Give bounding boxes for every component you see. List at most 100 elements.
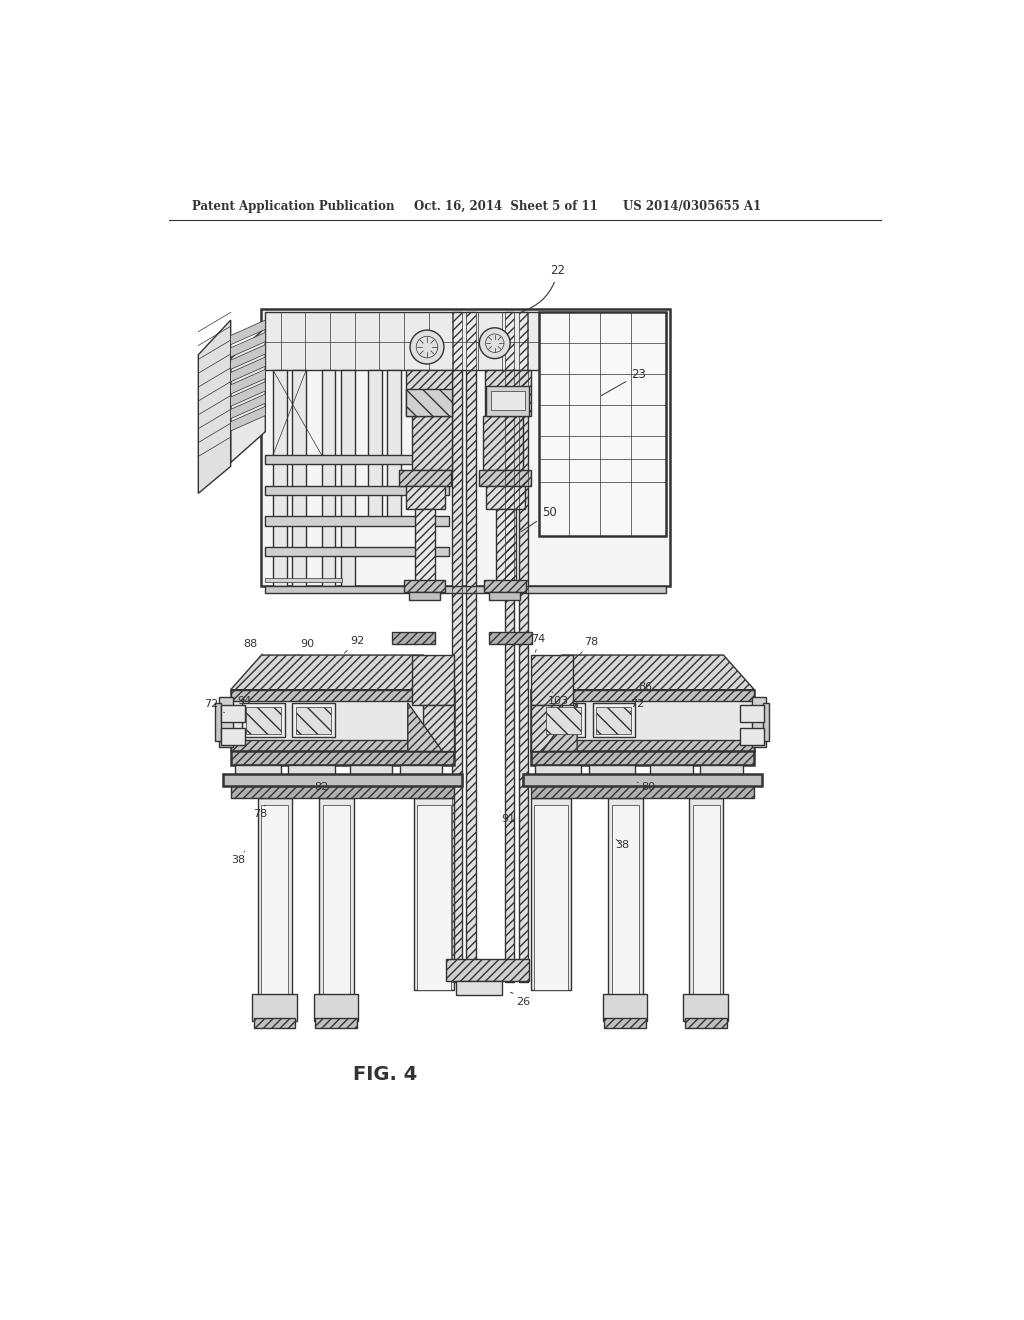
Bar xyxy=(215,702,221,742)
Polygon shape xyxy=(408,702,442,751)
Bar xyxy=(243,702,285,738)
Bar xyxy=(596,706,631,734)
Bar xyxy=(484,581,525,591)
Bar xyxy=(518,313,528,982)
Bar xyxy=(466,313,475,982)
Bar xyxy=(763,702,769,742)
Bar xyxy=(650,766,692,784)
Bar xyxy=(531,797,571,990)
Bar xyxy=(484,370,531,416)
Bar xyxy=(457,981,503,995)
Bar xyxy=(403,581,445,591)
Text: US 2014/0305655 A1: US 2014/0305655 A1 xyxy=(624,199,762,213)
Bar xyxy=(265,455,449,465)
Bar xyxy=(685,1019,727,1028)
Bar xyxy=(398,470,451,486)
Bar xyxy=(412,416,452,470)
Bar xyxy=(407,486,444,508)
Bar xyxy=(466,313,475,982)
Bar xyxy=(230,689,454,701)
Bar xyxy=(223,775,462,785)
Polygon shape xyxy=(230,358,265,381)
Text: 88: 88 xyxy=(243,639,263,655)
Bar xyxy=(543,702,585,738)
Bar xyxy=(535,766,581,784)
Circle shape xyxy=(479,327,510,359)
Bar xyxy=(261,309,670,586)
Bar xyxy=(602,994,647,1020)
Bar xyxy=(265,586,666,594)
Bar xyxy=(700,766,742,784)
Polygon shape xyxy=(230,345,265,370)
Polygon shape xyxy=(230,321,265,345)
Polygon shape xyxy=(230,381,265,407)
Bar xyxy=(265,578,342,582)
Text: 92: 92 xyxy=(344,635,365,653)
Bar xyxy=(486,385,529,416)
Text: 103: 103 xyxy=(548,692,568,706)
Bar xyxy=(292,702,335,738)
Text: FIG. 4: FIG. 4 xyxy=(352,1065,417,1084)
Bar xyxy=(400,766,442,784)
Bar xyxy=(322,370,336,586)
Bar xyxy=(230,784,454,799)
Bar xyxy=(412,655,454,705)
Text: 80: 80 xyxy=(637,781,655,792)
Bar xyxy=(392,632,435,644)
Polygon shape xyxy=(230,407,265,430)
Text: 78: 78 xyxy=(579,638,598,655)
Bar xyxy=(230,689,454,751)
Bar xyxy=(505,313,514,982)
Bar xyxy=(265,313,666,370)
Bar xyxy=(219,697,233,747)
Bar xyxy=(531,784,755,799)
Bar xyxy=(539,313,666,536)
Bar xyxy=(387,370,400,524)
Text: 26: 26 xyxy=(511,993,530,1007)
Bar xyxy=(740,705,764,722)
Bar xyxy=(410,591,440,599)
Bar xyxy=(230,751,454,766)
Text: 91: 91 xyxy=(500,812,515,824)
Text: Patent Application Publication: Patent Application Publication xyxy=(193,199,394,213)
Bar xyxy=(523,775,762,785)
Bar xyxy=(692,805,720,998)
Bar xyxy=(416,508,435,586)
Text: 86: 86 xyxy=(635,681,652,697)
Text: 72: 72 xyxy=(204,698,224,713)
Text: 72: 72 xyxy=(630,698,644,713)
Bar xyxy=(407,370,453,416)
Circle shape xyxy=(410,330,444,364)
Bar xyxy=(689,797,724,998)
Bar xyxy=(453,313,462,982)
Bar xyxy=(505,313,514,982)
Bar xyxy=(752,697,766,747)
Bar xyxy=(221,729,245,744)
Text: 23: 23 xyxy=(601,368,646,396)
Bar xyxy=(531,689,755,751)
Polygon shape xyxy=(199,321,230,494)
Text: Oct. 16, 2014  Sheet 5 of 11: Oct. 16, 2014 Sheet 5 of 11 xyxy=(414,199,598,213)
Text: 82: 82 xyxy=(314,781,329,792)
Bar xyxy=(531,739,755,751)
Text: 78: 78 xyxy=(253,805,267,818)
Bar xyxy=(535,805,568,990)
Bar xyxy=(296,706,331,734)
Polygon shape xyxy=(230,327,265,462)
Bar xyxy=(265,516,449,525)
Bar xyxy=(423,705,454,751)
Text: 22: 22 xyxy=(522,264,565,312)
Bar xyxy=(483,416,523,470)
Bar xyxy=(230,739,454,751)
Bar xyxy=(593,702,635,738)
Bar xyxy=(258,797,292,998)
Bar xyxy=(313,994,358,1020)
Bar xyxy=(604,1019,646,1028)
Bar xyxy=(683,994,728,1020)
Bar xyxy=(531,705,562,751)
Bar xyxy=(589,766,635,784)
Bar xyxy=(414,797,454,990)
Bar xyxy=(323,805,350,998)
Bar xyxy=(350,766,392,784)
Bar xyxy=(289,766,335,784)
